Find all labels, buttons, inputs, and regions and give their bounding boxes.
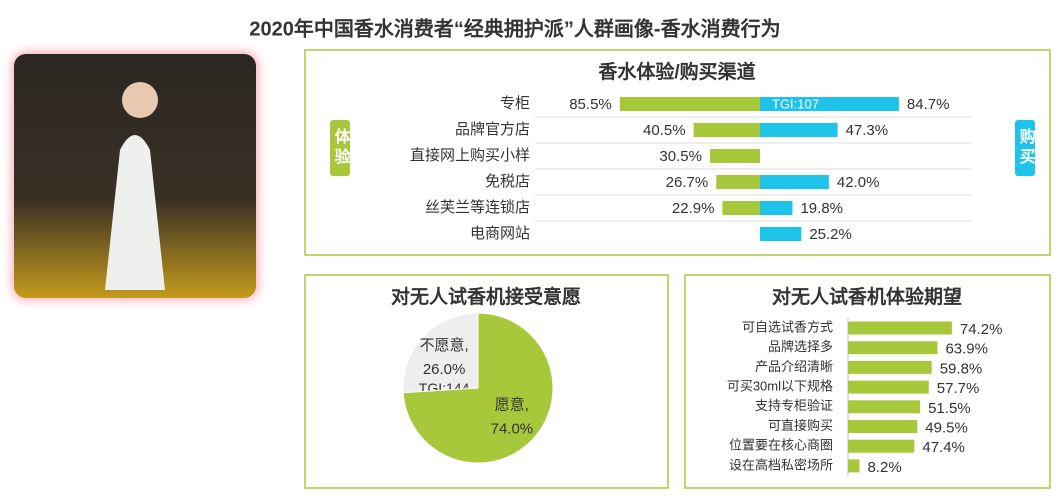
panel <box>304 274 669 489</box>
bar <box>760 201 793 215</box>
category-label: 品牌选择多 <box>768 339 833 354</box>
bar <box>760 97 899 111</box>
chart-title: 对无人试香机体验期望 <box>772 285 962 308</box>
bar <box>760 175 829 189</box>
chart-title: 对无人试香机接受意愿 <box>391 285 581 308</box>
category-label: 丝芙兰等连锁店 <box>425 198 530 216</box>
value-label: 84.7% <box>907 96 950 113</box>
value-label: 74.2% <box>960 321 1003 338</box>
bar <box>709 149 760 163</box>
value-label: 25.2% <box>809 226 852 243</box>
bar <box>619 97 760 111</box>
value-label: 47.3% <box>846 122 889 139</box>
bar <box>848 360 932 374</box>
value-label: 51.5% <box>928 400 971 417</box>
series-badge <box>1015 120 1035 176</box>
value-label: 26.0% <box>423 361 466 378</box>
pie-slice <box>402 312 554 464</box>
category-label: 免税店 <box>485 173 530 190</box>
bar <box>848 439 915 453</box>
value-label: 59.8% <box>940 360 983 377</box>
series-badge <box>330 120 350 176</box>
value-label: 40.5% <box>643 122 686 139</box>
category-label: 设在高档私密场所 <box>729 457 833 472</box>
value-label: 47.4% <box>922 439 965 456</box>
category-label: 可直接购买 <box>768 418 833 433</box>
bar <box>848 341 938 355</box>
bar <box>848 380 929 394</box>
value-label: 30.5% <box>659 148 702 165</box>
bar <box>848 400 921 414</box>
panel <box>304 49 1051 256</box>
value-label: 74.0% <box>491 421 534 438</box>
value-label: 49.5% <box>925 419 968 436</box>
category-label: 品牌官方店 <box>455 121 530 138</box>
bar <box>848 420 918 433</box>
category-label: 专柜 <box>500 95 530 112</box>
bar <box>760 123 838 137</box>
bar <box>722 201 760 215</box>
value-label: 63.9% <box>945 341 988 358</box>
category-label: 电商网站 <box>470 225 530 242</box>
photo-figure <box>105 135 165 290</box>
slice-label: 愿意, <box>495 396 529 414</box>
bar <box>693 123 760 137</box>
panel <box>684 274 1051 489</box>
chart-title: 香水体验/购买渠道 <box>597 60 755 83</box>
value-label: 19.8% <box>800 200 843 217</box>
slice-label: 不愿意, <box>420 336 469 354</box>
photo-figure <box>122 82 158 118</box>
legend-label: 购买 <box>1017 127 1036 168</box>
category-label: 可买30ml以下规格 <box>727 379 833 394</box>
bar <box>760 227 802 241</box>
value-label: 8.2% <box>867 459 901 476</box>
category-label: 支持专柜验证 <box>755 398 833 413</box>
category-label: 位置要在核心商圈 <box>729 438 833 453</box>
annotation: TGI:107 <box>772 96 819 111</box>
value-label: 42.0% <box>837 174 880 191</box>
value-label: 57.7% <box>937 380 980 397</box>
category-label: 直接网上购买小样 <box>410 147 530 164</box>
category-label: 产品介绍清晰 <box>755 359 833 374</box>
bar <box>848 321 952 335</box>
pie-slice <box>402 312 479 394</box>
category-label: 可自选试香方式 <box>742 319 833 334</box>
value-label: 26.7% <box>666 174 709 191</box>
page-title: 2020年中国香水消费者“经典拥护派”人群画像-香水消费行为 <box>249 16 780 40</box>
value-label: 22.9% <box>672 200 715 217</box>
bar <box>716 175 760 189</box>
legend-label: 体验 <box>332 127 351 168</box>
value-label: 85.5% <box>569 96 612 113</box>
bar <box>848 459 860 473</box>
